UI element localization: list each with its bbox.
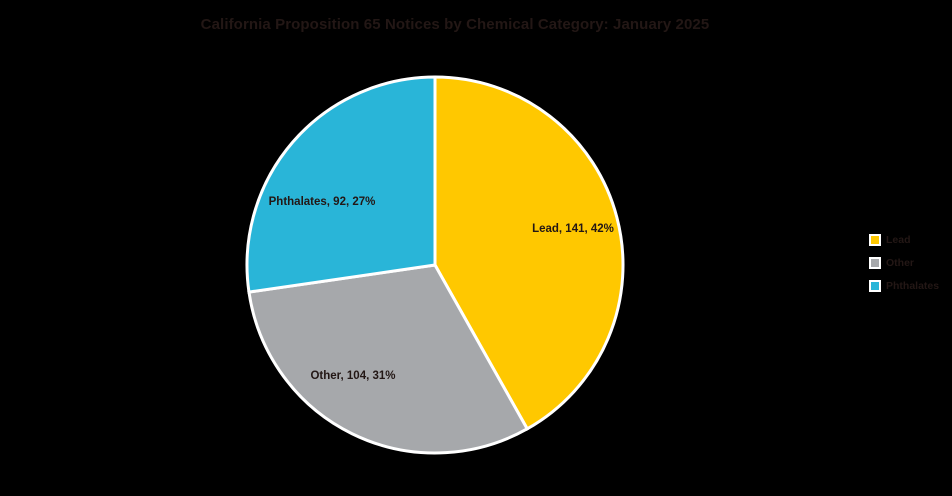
pie-slice-lead[interactable] — [433, 75, 625, 431]
legend-swatch-icon-other — [869, 256, 881, 269]
legend-item-phthalates[interactable]: Phthalates — [869, 274, 952, 297]
legend-item-label: Lead — [886, 233, 911, 246]
legend-swatch-icon-phthalates — [869, 279, 881, 292]
pie-chart: Lead, 141, 42% Other, 104, 31% Phthalates,… — [245, 75, 625, 455]
legend-swatch-icon-lead — [869, 233, 881, 246]
pie-data-label-group: Lead, 141, 42% Other, 104, 31% Phthalates,… — [269, 196, 614, 382]
pie-data-label-other: Other, 104, 31% — [310, 370, 395, 382]
pie-data-label-lead: Lead, 141, 42% — [532, 223, 614, 235]
legend-item-other[interactable]: Other — [869, 251, 952, 274]
pie-plot-area: Lead, 141, 42% Other, 104, 31% Phthalates,… — [245, 75, 625, 455]
pie-slice-phthalates[interactable] — [245, 75, 437, 294]
legend-item-label: Other — [886, 256, 915, 269]
pie-slice-group — [245, 75, 625, 455]
pie-data-label-phthalates: Phthalates, 92, 27% — [269, 196, 376, 208]
chart-legend: Lead Other Phthalates — [869, 228, 952, 297]
legend-item-label: Phthalates — [886, 279, 940, 292]
legend-item-lead[interactable]: Lead — [869, 228, 952, 251]
chart-title: California Proposition 65 Notices by Che… — [200, 16, 710, 33]
pie-slice-other[interactable] — [247, 263, 530, 455]
